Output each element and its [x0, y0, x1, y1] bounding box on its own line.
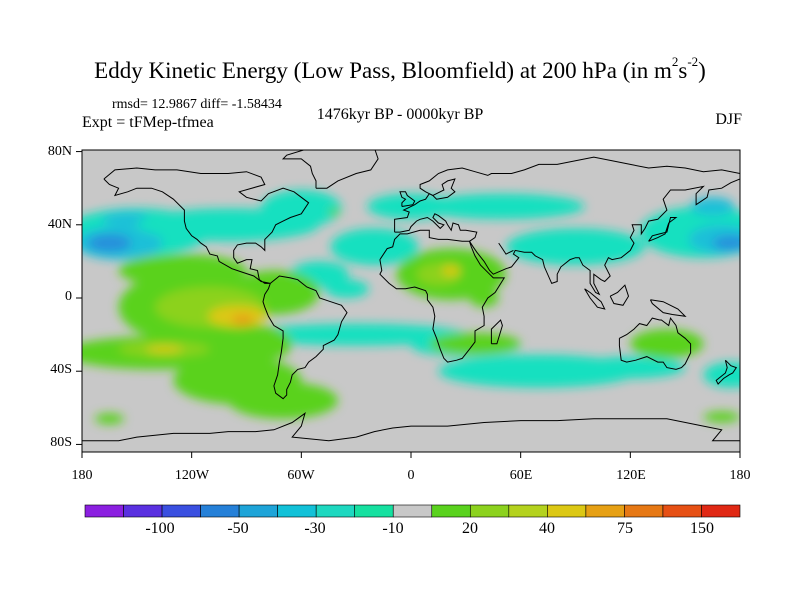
coastline-greenland	[281, 150, 379, 189]
y-tick-label: 0	[65, 289, 72, 304]
field-blob	[703, 411, 740, 423]
field-blob	[228, 382, 338, 419]
y-tick-label: 40N	[47, 217, 72, 232]
colorbar-label: -10	[382, 520, 404, 537]
field-blob	[690, 197, 735, 216]
colorbar-swatch	[508, 504, 548, 518]
colorbar-label: -100	[145, 520, 175, 537]
anomaly-field	[82, 190, 740, 425]
coastline-japan	[648, 217, 678, 242]
colorbar-swatch	[547, 504, 587, 518]
colorbar-label: 150	[690, 520, 714, 537]
colorbar-swatch	[277, 504, 317, 518]
period-label: 1476kyr BP - 0000kyr BP	[316, 106, 484, 123]
colorbar-label: 75	[617, 520, 633, 537]
coastline-africa	[379, 229, 506, 363]
coastline-eurasia	[394, 156, 740, 296]
y-tick-label: 80S	[50, 435, 72, 450]
x-tick-label: 0	[407, 468, 415, 483]
colorbar-swatch	[624, 504, 664, 518]
colorbar-swatch	[392, 504, 433, 518]
field-blob	[429, 332, 521, 355]
coastline-sumatra	[584, 288, 606, 310]
field-blob	[703, 362, 740, 388]
colorbar-swatch	[84, 504, 124, 518]
season-label: DJF	[715, 111, 742, 128]
y-tick-label: 40S	[50, 362, 72, 377]
coastline-arabia-gulf	[498, 242, 514, 255]
coastline-new-zealand	[715, 359, 738, 385]
colorbar-swatch	[469, 504, 510, 518]
field-blob	[246, 323, 466, 346]
field-blob	[442, 265, 461, 277]
field-blob	[87, 233, 132, 253]
x-tick-label: 120W	[174, 468, 210, 483]
coastline-north-america	[103, 167, 310, 284]
field-blob	[506, 228, 645, 266]
field-blob	[219, 325, 293, 363]
coastline-britain	[399, 191, 416, 207]
colorbar-label: 20	[462, 520, 478, 537]
axis-ticks	[76, 151, 741, 458]
colorbar-swatch	[585, 504, 625, 518]
colorbar	[84, 504, 741, 518]
colorbar-swatch	[431, 504, 471, 518]
field-blob	[630, 329, 704, 359]
colorbar-label: -30	[304, 520, 326, 537]
coastline-australia	[618, 316, 692, 370]
colorbar-swatch	[662, 504, 702, 518]
x-tick-label: 120E	[616, 468, 646, 483]
colorbar-swatch	[123, 504, 163, 518]
stats-label: rmsd= 12.9867 diff= -1.58434	[112, 97, 282, 112]
field-blob	[325, 279, 369, 298]
coastline-madagascar	[490, 319, 503, 345]
coastline-south-america	[262, 275, 348, 400]
coastline-borneo	[609, 284, 630, 306]
colorbar-swatch	[354, 504, 394, 518]
colorbar-label: 40	[539, 520, 555, 537]
plot-title: Eddy Kinetic Energy (Low Pass, Bloomfiel…	[94, 54, 706, 83]
field-blob	[145, 345, 183, 353]
x-tick-label: 60W	[287, 468, 315, 483]
colorbar-swatch	[701, 504, 741, 518]
field-blob	[231, 314, 254, 326]
field-blob	[261, 190, 342, 227]
x-tick-label: 180	[729, 468, 751, 483]
x-tick-label: 60E	[509, 468, 533, 483]
field-blob	[94, 413, 125, 425]
field-blob	[712, 235, 740, 251]
coastlines	[82, 150, 740, 442]
colorbar-swatch	[238, 504, 278, 518]
field-blob	[469, 288, 499, 308]
coastline-new-guinea	[649, 299, 687, 318]
coastline-antarctica	[82, 412, 740, 442]
x-tick-label: 180	[71, 468, 93, 483]
field-blob	[420, 193, 585, 220]
y-tick-label: 80N	[47, 144, 72, 159]
colorbar-swatch	[200, 504, 240, 518]
colorbar-swatch	[315, 504, 356, 518]
colorbar-label: -50	[227, 520, 249, 537]
colorbar-swatch	[161, 504, 201, 518]
experiment-label: Expt = tFMep-tfmea	[82, 114, 214, 131]
field-blob	[328, 208, 340, 216]
